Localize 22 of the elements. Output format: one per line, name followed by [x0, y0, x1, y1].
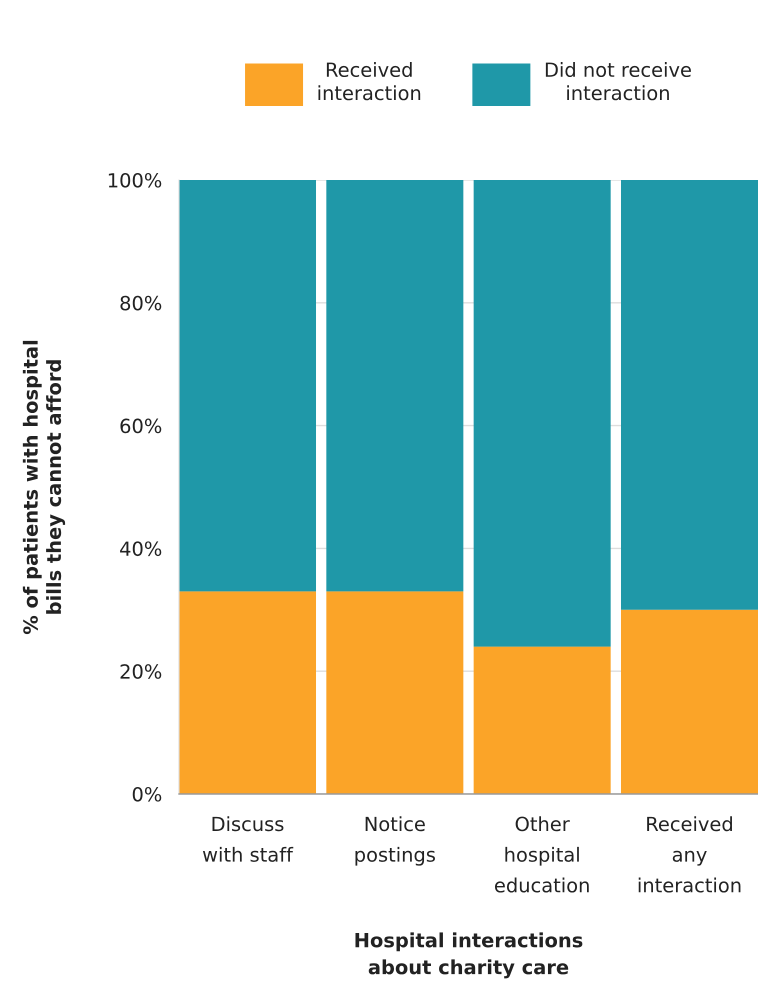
- y-axis-title: % of patients with hospital bills they cannot afford: [22, 340, 66, 634]
- bar: [326, 591, 464, 794]
- legend-label: Did not receive interaction: [546, 62, 691, 100]
- legend-label: Received interaction: [318, 62, 420, 100]
- y-tick-label: 0%: [132, 786, 162, 802]
- y-tick-label: 20%: [120, 664, 162, 679]
- x-tick-label: Notice postings: [356, 816, 435, 866]
- bar: [474, 646, 611, 794]
- bar: [620, 610, 758, 794]
- bar: [179, 591, 316, 794]
- bar: [326, 180, 464, 592]
- y-tick-label: 40%: [120, 541, 162, 556]
- bar: [620, 180, 758, 610]
- x-axis-title: Hospital interactions about charity care: [355, 932, 582, 978]
- y-tick-label: 60%: [120, 418, 162, 434]
- bar: [474, 180, 611, 647]
- x-tick-label: Discuss with staff: [202, 816, 294, 862]
- x-tick-label: Other hospital education: [494, 816, 589, 893]
- x-tick-label: Received any interaction: [638, 816, 740, 893]
- y-tick-label: 80%: [120, 296, 162, 310]
- bar: [179, 180, 316, 592]
- y-tick-label: 100%: [108, 172, 162, 188]
